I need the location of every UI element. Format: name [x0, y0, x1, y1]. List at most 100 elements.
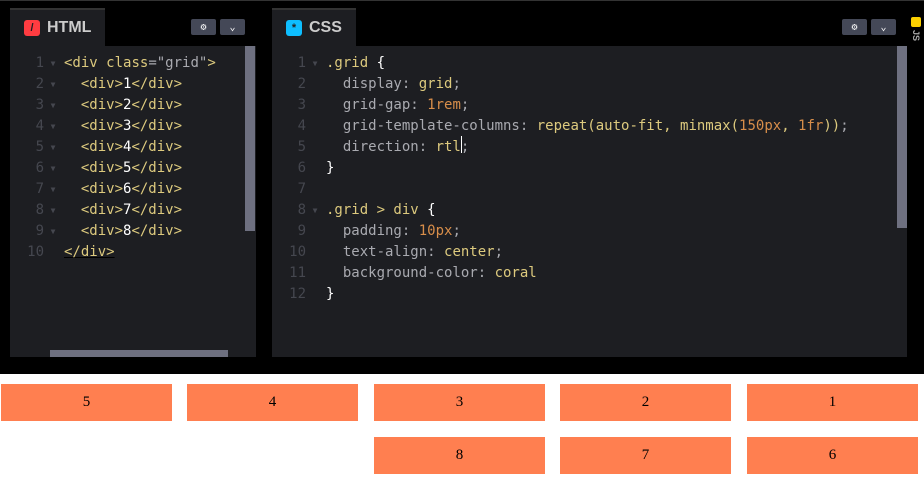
fold-arrow-icon[interactable]: ▼ [312, 59, 318, 68]
code-token: 5 [123, 160, 132, 176]
line-number: 1 [35, 55, 44, 71]
code-token: <div> [64, 202, 124, 218]
code-token: ; [840, 118, 849, 134]
code-token: repeat(auto-fit, minmax( [536, 118, 740, 134]
text-cursor [461, 136, 462, 153]
code-token: : [519, 118, 537, 134]
fold-arrow-icon[interactable]: ▼ [50, 101, 56, 110]
code-token: </div> [131, 223, 183, 239]
fold-arrow-icon[interactable] [308, 242, 322, 263]
html-collapse-button[interactable]: ⌄ [220, 19, 245, 35]
js-panel-collapsed[interactable]: JS [907, 8, 924, 357]
grid-cell: 3 [374, 384, 545, 421]
code-token: </div> [131, 160, 183, 176]
code-token: 2 [123, 97, 132, 113]
code-token: : [401, 223, 419, 239]
fold-arrow-icon[interactable] [308, 158, 322, 179]
code-line: 11 background-color: coral [272, 263, 849, 284]
chevron-down-icon: ⌄ [880, 21, 887, 33]
code-token: </div> [131, 202, 183, 218]
code-line: 6 ▼ <div>5</div> [10, 158, 216, 179]
fold-arrow-icon[interactable]: ▼ [50, 59, 56, 68]
code-token: text-align [326, 244, 428, 260]
fold-arrow-icon[interactable]: ▼ [50, 206, 56, 215]
fold-arrow-icon[interactable] [308, 74, 322, 95]
code-token: grid [418, 76, 453, 92]
fold-arrow-icon[interactable] [308, 179, 322, 200]
css-star-icon: * [286, 20, 302, 36]
fold-arrow-icon[interactable] [308, 137, 322, 158]
code-token: "grid" [156, 55, 208, 71]
code-token: direction [326, 139, 419, 155]
html-vertical-scrollbar[interactable] [245, 46, 255, 231]
code-token: 1fr [798, 118, 824, 134]
line-number: 4 [35, 118, 44, 134]
code-token: grid-gap [326, 97, 411, 113]
tab-css[interactable]: * CSS [272, 8, 356, 46]
code-line: 5 ▼ <div>4</div> [10, 137, 216, 158]
code-line: 4 grid-template-columns: repeat(auto-fit… [272, 116, 849, 137]
fold-arrow-icon[interactable] [308, 221, 322, 242]
code-line: 5 direction: rtl; [272, 137, 849, 158]
code-token: <div> [64, 97, 124, 113]
code-token: : [410, 97, 428, 113]
line-number: 10 [289, 244, 306, 260]
code-line: 10 </div> [10, 242, 216, 263]
line-number: 8 [297, 202, 306, 218]
line-number: 2 [35, 76, 44, 92]
fold-arrow-icon[interactable]: ▼ [50, 80, 56, 89]
code-token: </div> [131, 118, 183, 134]
css-collapse-button[interactable]: ⌄ [871, 19, 896, 35]
css-code-editor[interactable]: 1 ▼ .grid {2 display: grid; 3 grid-gap: 1re… [272, 53, 849, 305]
code-token: </div> [64, 244, 115, 260]
code-token: padding [326, 223, 402, 239]
html-slash-icon: / [24, 20, 40, 36]
css-settings-button[interactable]: ⚙ [842, 19, 867, 35]
code-token: display [326, 76, 402, 92]
fold-arrow-icon[interactable] [308, 263, 322, 284]
code-token: 1rem [427, 97, 461, 113]
tab-html[interactable]: / HTML [10, 8, 106, 46]
html-code-editor[interactable]: 1 ▼ <div class="grid"> 2 ▼ <div>1</div> 3 ▼ <d… [10, 53, 216, 263]
line-number: 6 [297, 160, 306, 176]
line-number: 11 [289, 265, 306, 281]
code-token: { [427, 202, 436, 218]
code-token: } [326, 160, 335, 176]
html-settings-button[interactable]: ⚙ [191, 19, 216, 35]
fold-arrow-icon[interactable] [308, 116, 322, 137]
fold-arrow-icon[interactable]: ▼ [50, 122, 56, 131]
code-token: 3 [123, 118, 132, 134]
js-badge-icon [911, 17, 921, 27]
fold-arrow-icon[interactable] [308, 284, 322, 305]
fold-arrow-icon[interactable]: ▼ [50, 185, 56, 194]
code-token: 8 [123, 223, 132, 239]
code-line: 6} [272, 158, 849, 179]
html-horizontal-scrollbar[interactable] [50, 350, 228, 357]
line-number: 5 [297, 139, 306, 155]
fold-arrow-icon[interactable] [308, 95, 322, 116]
fold-arrow-icon[interactable]: ▼ [50, 164, 56, 173]
grid-cell: 5 [1, 384, 172, 421]
css-vertical-scrollbar[interactable] [897, 46, 907, 228]
code-token: 150px [739, 118, 782, 134]
code-line: 9 padding: 10px; [272, 221, 849, 242]
fold-arrow-icon[interactable] [46, 242, 60, 263]
line-number: 2 [297, 76, 306, 92]
fold-arrow-icon[interactable]: ▼ [312, 206, 318, 215]
code-token: } [326, 286, 335, 302]
code-line: 12} [272, 284, 849, 305]
fold-arrow-icon[interactable]: ▼ [50, 227, 56, 236]
grid-cell: 2 [560, 384, 731, 421]
code-token: .grid [326, 55, 377, 71]
line-number: 7 [297, 181, 306, 197]
code-token: : [418, 139, 436, 155]
code-token: ; [452, 223, 461, 239]
code-token: ; [460, 139, 470, 155]
code-token: ; [460, 97, 470, 113]
css-tabbar: * CSS ⚙ ⌄ [272, 8, 907, 46]
code-token: grid-template-columns [326, 118, 520, 134]
code-line: 9 ▼ <div>8</div> [10, 221, 216, 242]
line-number: 9 [297, 223, 306, 239]
code-token: <div> [64, 181, 124, 197]
fold-arrow-icon[interactable]: ▼ [50, 143, 56, 152]
